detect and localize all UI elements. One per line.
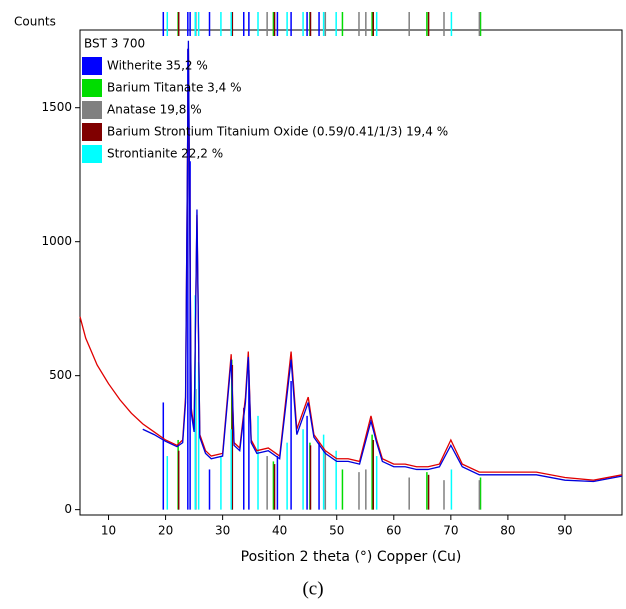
- plot-frame: [79, 29, 623, 516]
- y-tick-label: 0: [64, 502, 72, 516]
- calculated-profile: [142, 40, 623, 483]
- legend-swatch: [82, 57, 102, 75]
- x-tick-label: 10: [101, 524, 116, 538]
- x-tick-label: 80: [500, 524, 515, 538]
- legend-label: Barium Strontium Titanium Oxide (0.59/0.…: [107, 125, 448, 139]
- x-tick-label: 60: [386, 524, 401, 538]
- x-tick-label: 70: [443, 524, 458, 538]
- legend-swatch: [82, 79, 102, 97]
- y-axis-label: Counts: [14, 15, 56, 29]
- legend-label: Barium Titanate 3,4 %: [107, 81, 241, 95]
- x-tick-label: 20: [158, 524, 173, 538]
- y-tick-label: 1000: [41, 234, 72, 248]
- caption: (c): [302, 578, 323, 599]
- legend-label: Anatase 19,8 %: [107, 103, 202, 117]
- x-tick-label: 40: [272, 524, 287, 538]
- x-tick-label: 50: [329, 524, 344, 538]
- x-tick-label: 90: [557, 524, 572, 538]
- legend-swatch: [82, 123, 102, 141]
- legend-swatch: [82, 145, 102, 163]
- x-axis-label: Position 2 theta (°) Copper (Cu): [241, 549, 462, 565]
- legend-label: Strontianite 22,2 %: [107, 147, 223, 161]
- legend-swatch: [82, 101, 102, 119]
- x-tick-label: 30: [215, 524, 230, 538]
- y-tick-label: 1500: [41, 100, 72, 114]
- legend-label: Witherite 35,2 %: [107, 59, 208, 73]
- legend-title: BST 3 700: [84, 37, 145, 51]
- observed-profile: [79, 48, 623, 481]
- y-tick-label: 500: [49, 368, 72, 382]
